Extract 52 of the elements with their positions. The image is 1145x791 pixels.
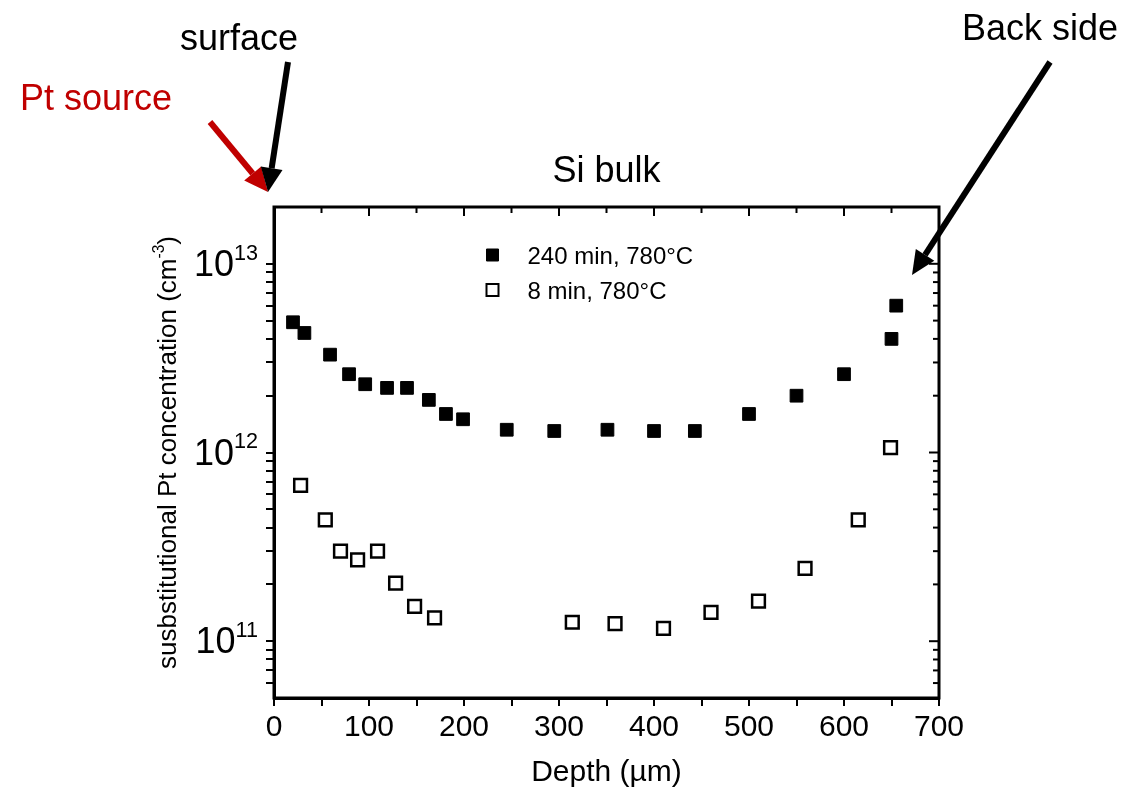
point (750, 593, 767, 609)
y-axis-title: susbstitutional Pt concentration (cm-3) (150, 236, 182, 669)
point (400, 381, 414, 395)
point (647, 424, 661, 438)
x-tick-label: 0 (265, 709, 283, 743)
point (889, 298, 904, 313)
point (358, 377, 373, 392)
point (369, 543, 386, 559)
point (600, 422, 615, 437)
point (406, 598, 423, 614)
chart-title: Si bulk (552, 149, 662, 190)
point (850, 512, 866, 528)
text: Pt source (20, 77, 173, 118)
x-tick-label: 300 (533, 709, 585, 743)
point (884, 332, 899, 346)
point (349, 552, 366, 568)
legend-label: 8 min, 780°C (527, 277, 667, 304)
point (286, 315, 300, 330)
point (456, 412, 470, 427)
point (421, 393, 436, 407)
x-tick-label: 100 (343, 709, 395, 743)
point (292, 477, 309, 493)
text: Back side (962, 7, 1119, 48)
x-axis-title: Depth (µm) (531, 754, 682, 788)
point (332, 543, 349, 559)
x-tick-label: 200 (438, 709, 490, 743)
point (607, 615, 623, 632)
point (439, 407, 453, 421)
point (317, 512, 333, 528)
point (655, 620, 672, 636)
point (323, 347, 337, 362)
point (499, 422, 514, 437)
point (342, 367, 356, 382)
point (297, 326, 312, 340)
point (380, 381, 394, 395)
point (426, 610, 443, 626)
point (387, 575, 404, 591)
point (837, 367, 851, 382)
point (882, 440, 899, 456)
point (742, 407, 756, 421)
legend-label: 240 min, 780°C (527, 242, 694, 269)
x-tick-label: 600 (818, 709, 870, 743)
x-tick-label: 700 (913, 709, 965, 743)
x-tick-label: 500 (723, 709, 775, 743)
x-tick-label: 400 (628, 709, 680, 743)
point (789, 388, 804, 403)
point (703, 604, 719, 621)
point (687, 424, 702, 438)
point (547, 424, 562, 438)
point (797, 560, 813, 577)
text: surface (180, 17, 299, 58)
point (564, 614, 580, 630)
